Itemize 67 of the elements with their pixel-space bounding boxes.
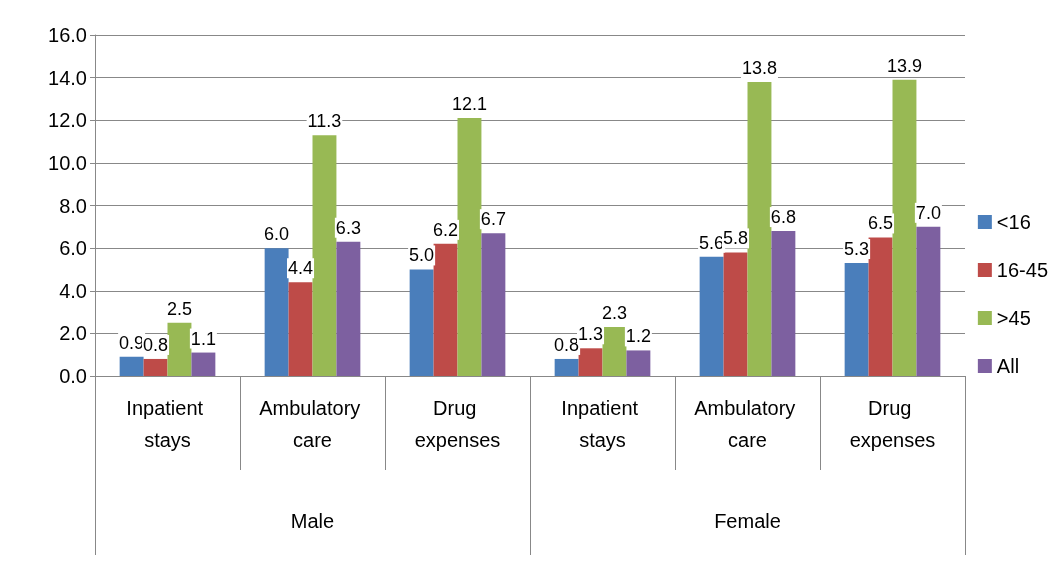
x-tick-label: Drug expenses	[849, 397, 936, 451]
y-tick-label: 2.0	[59, 322, 87, 345]
data-label: 13.9	[886, 55, 922, 76]
legend-label: >45	[996, 307, 1031, 329]
data-label: 5.0	[409, 245, 435, 266]
data-label: 13.8	[741, 57, 777, 78]
bar	[844, 263, 869, 376]
data-label: 7.0	[915, 202, 941, 223]
bar	[771, 231, 796, 376]
data-label: 5.3	[844, 239, 870, 260]
x-tick-label: Inpatient stays	[561, 397, 644, 451]
data-label: 5.8	[723, 228, 749, 249]
data-label: 0.8	[554, 334, 580, 355]
y-tick-label: 12.0	[48, 109, 87, 132]
y-tick-label: 8.0	[59, 194, 87, 217]
y-tick-label: 6.0	[59, 237, 87, 260]
bar	[264, 248, 289, 376]
bar	[143, 358, 168, 376]
bar	[312, 135, 337, 376]
bar	[191, 352, 216, 376]
data-label: 1.3	[578, 324, 604, 345]
data-label: 0.8	[143, 334, 169, 355]
text: Female	[714, 510, 781, 532]
bar	[554, 358, 579, 376]
bar	[481, 233, 506, 376]
x-tick-label: Ambulatory care	[694, 397, 801, 451]
bar	[119, 356, 144, 376]
data-label: 2.5	[166, 298, 192, 319]
data-label: 1.2	[625, 326, 651, 347]
bar	[409, 269, 434, 376]
data-label: 6.5	[868, 213, 894, 234]
data-label: 6.7	[480, 209, 506, 230]
y-tick-label: 4.0	[59, 279, 87, 302]
data-label: 6.2	[433, 219, 459, 240]
legend-label: 16-45	[996, 259, 1048, 281]
bar	[578, 348, 603, 376]
data-label: 4.4	[288, 258, 314, 279]
data-label: 1.1	[190, 328, 216, 349]
data-label: 11.3	[307, 111, 342, 132]
y-tick-label: 14.0	[48, 66, 87, 89]
bar	[916, 226, 941, 376]
x-tick-label: Ambulatory care	[259, 397, 366, 451]
text: Male	[290, 510, 335, 532]
bar	[892, 79, 917, 376]
data-label: 6.0	[264, 224, 290, 245]
bar	[336, 241, 361, 376]
bar	[602, 326, 627, 376]
y-tick-label: 10.0	[48, 151, 87, 174]
data-label: 6.8	[770, 207, 796, 228]
data-label: 12.1	[451, 94, 487, 115]
bar	[699, 256, 724, 376]
data-label: 6.3	[335, 217, 361, 238]
data-label: 2.3	[601, 302, 627, 323]
bar	[433, 243, 458, 376]
legend-label: <16	[996, 211, 1031, 233]
bar	[868, 237, 893, 376]
bar	[626, 350, 651, 376]
x-tick-label: Drug expenses	[414, 397, 501, 451]
x-tick-label: Inpatient stays	[126, 397, 209, 451]
bar	[288, 282, 313, 376]
bar	[723, 252, 748, 376]
y-tick-label: 16.0	[48, 24, 87, 46]
bar	[167, 322, 192, 376]
legend-label: All	[996, 355, 1020, 377]
bar	[457, 118, 482, 376]
bar	[747, 81, 772, 376]
y-tick-label: 0.0	[59, 365, 87, 387]
